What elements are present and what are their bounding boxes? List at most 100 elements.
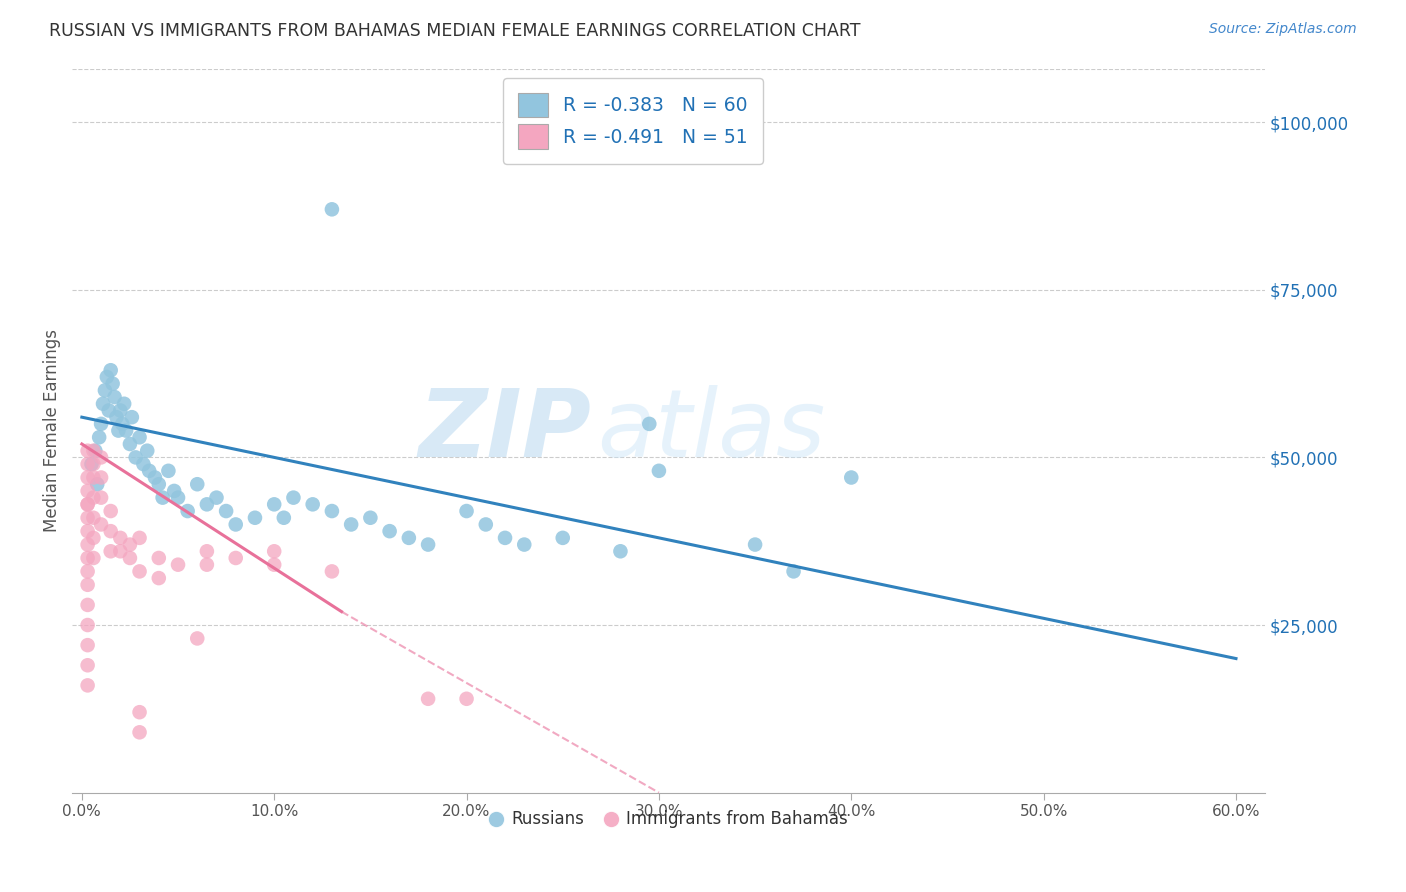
Point — [186, 632, 208, 646]
Point — [340, 517, 363, 532]
Point — [101, 376, 124, 391]
Point — [86, 477, 108, 491]
Point — [100, 524, 122, 538]
Point — [76, 678, 98, 692]
Point — [110, 403, 132, 417]
Point — [263, 497, 285, 511]
Point — [648, 464, 671, 478]
Text: ZIP: ZIP — [418, 384, 591, 476]
Point — [263, 544, 285, 558]
Point — [128, 725, 150, 739]
Point — [167, 558, 190, 572]
Point — [121, 410, 143, 425]
Point — [176, 504, 198, 518]
Point — [107, 424, 129, 438]
Point — [76, 443, 98, 458]
Point — [157, 464, 180, 478]
Point — [128, 565, 150, 579]
Point — [416, 691, 439, 706]
Point — [80, 457, 103, 471]
Point — [609, 544, 631, 558]
Point — [148, 477, 170, 491]
Point — [782, 565, 804, 579]
Point — [76, 524, 98, 538]
Point — [82, 443, 104, 458]
Point — [76, 578, 98, 592]
Point — [76, 598, 98, 612]
Point — [513, 538, 536, 552]
Point — [186, 477, 208, 491]
Point — [118, 538, 141, 552]
Point — [321, 202, 343, 217]
Point — [225, 517, 247, 532]
Point — [82, 470, 104, 484]
Text: atlas: atlas — [598, 385, 825, 476]
Legend: Russians, Immigrants from Bahamas: Russians, Immigrants from Bahamas — [482, 804, 855, 835]
Point — [90, 470, 112, 484]
Point — [283, 491, 305, 505]
Point — [111, 417, 134, 431]
Point — [128, 705, 150, 719]
Point — [100, 363, 122, 377]
Point — [321, 504, 343, 518]
Point — [398, 531, 420, 545]
Point — [205, 491, 228, 505]
Point — [839, 470, 862, 484]
Point — [76, 510, 98, 524]
Point — [195, 544, 218, 558]
Text: Source: ZipAtlas.com: Source: ZipAtlas.com — [1209, 22, 1357, 37]
Point — [118, 551, 141, 566]
Point — [76, 497, 98, 511]
Point — [76, 457, 98, 471]
Point — [76, 618, 98, 632]
Point — [163, 483, 186, 498]
Point — [456, 691, 478, 706]
Point — [115, 424, 138, 438]
Point — [105, 410, 128, 425]
Point — [90, 417, 112, 431]
Point — [744, 538, 766, 552]
Point — [551, 531, 574, 545]
Point — [215, 504, 238, 518]
Point — [100, 504, 122, 518]
Point — [82, 531, 104, 545]
Point — [100, 544, 122, 558]
Point — [138, 464, 160, 478]
Point — [301, 497, 323, 511]
Point — [475, 517, 498, 532]
Point — [195, 558, 218, 572]
Point — [82, 457, 104, 471]
Point — [76, 551, 98, 566]
Point — [125, 450, 148, 465]
Point — [273, 510, 295, 524]
Point — [110, 544, 132, 558]
Y-axis label: Median Female Earnings: Median Female Earnings — [44, 329, 60, 533]
Point — [118, 437, 141, 451]
Point — [76, 497, 98, 511]
Point — [167, 491, 190, 505]
Point — [148, 551, 170, 566]
Point — [76, 483, 98, 498]
Point — [103, 390, 125, 404]
Point — [76, 658, 98, 673]
Point — [82, 510, 104, 524]
Point — [89, 430, 111, 444]
Point — [638, 417, 661, 431]
Point — [128, 531, 150, 545]
Point — [378, 524, 401, 538]
Point — [263, 558, 285, 572]
Point — [416, 538, 439, 552]
Point — [110, 531, 132, 545]
Point — [195, 497, 218, 511]
Point — [82, 491, 104, 505]
Point — [225, 551, 247, 566]
Point — [132, 457, 155, 471]
Point — [90, 491, 112, 505]
Point — [90, 517, 112, 532]
Point — [321, 565, 343, 579]
Point — [82, 551, 104, 566]
Point — [97, 403, 120, 417]
Point — [112, 397, 135, 411]
Point — [136, 443, 159, 458]
Point — [152, 491, 174, 505]
